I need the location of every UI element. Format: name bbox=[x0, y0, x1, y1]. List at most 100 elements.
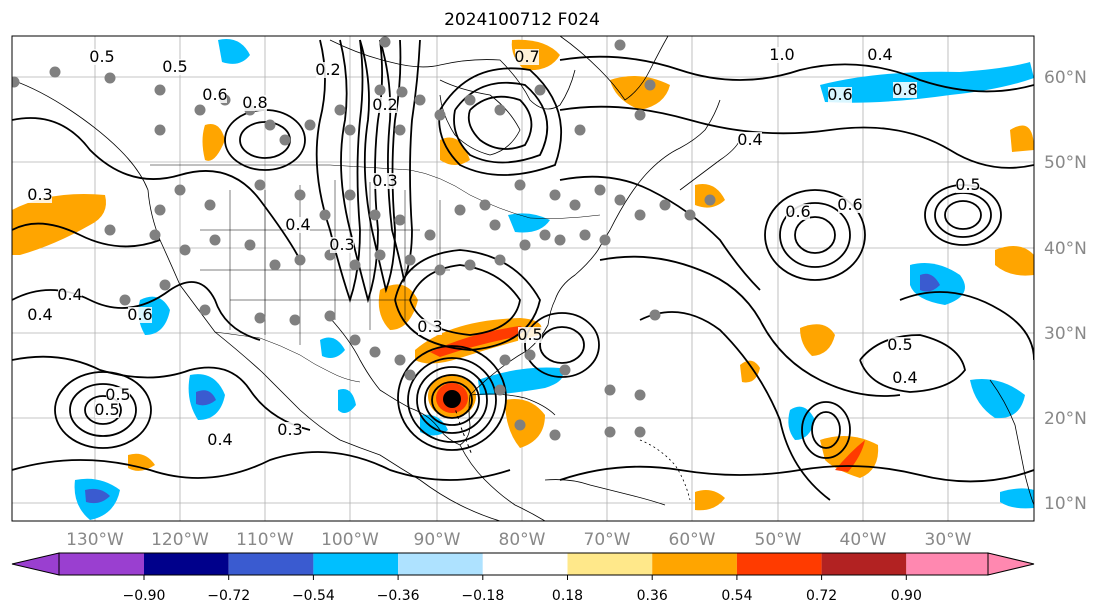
contour-label: 0.5 bbox=[887, 335, 912, 354]
anomaly-atl-blue-3 bbox=[970, 379, 1025, 419]
station-marker bbox=[659, 199, 671, 211]
contour-label: 0.3 bbox=[277, 420, 302, 439]
longitude-tick-label: 120°W bbox=[151, 530, 209, 550]
longitude-labels: 130°W 120°W 110°W 100°W 90°W 80°W 70°W 60°W 50°W… bbox=[66, 530, 972, 550]
contour-midatl-low-1 bbox=[794, 216, 836, 254]
station-marker bbox=[104, 224, 116, 236]
contour-label: 0.4 bbox=[207, 430, 232, 449]
contour-label: 0.4 bbox=[57, 285, 82, 304]
contour-wave-10 bbox=[559, 465, 1034, 483]
contour-label-bg bbox=[418, 319, 442, 335]
station-marker bbox=[594, 184, 606, 196]
anomaly-pac-blue-1-dark bbox=[196, 390, 216, 406]
contour-label: 0.3 bbox=[372, 171, 397, 190]
contour-eastatl-low-3 bbox=[924, 184, 1002, 246]
longitude-tick-label: 90°W bbox=[414, 530, 461, 550]
colorbar-tick-label: 0.54 bbox=[721, 588, 752, 604]
anomaly-ne-orange bbox=[440, 137, 470, 165]
contour-canada-low-1 bbox=[467, 95, 533, 150]
station-marker bbox=[149, 229, 161, 241]
station-marker bbox=[319, 209, 331, 221]
contour-label: 0.5 bbox=[162, 57, 187, 76]
anomaly-atlantic-red-1 bbox=[835, 440, 865, 472]
contour-wave-8 bbox=[639, 311, 831, 501]
station-marker bbox=[644, 79, 656, 91]
colorbar-tick-label: 0.18 bbox=[552, 588, 583, 604]
us-east-coast bbox=[609, 99, 721, 231]
station-marker bbox=[549, 189, 561, 201]
contour-label-bg bbox=[888, 337, 912, 353]
station-markers bbox=[12, 36, 716, 441]
station-marker bbox=[534, 84, 546, 96]
anomaly-nat-blue bbox=[218, 39, 250, 64]
latitude-tick-label: 40°N bbox=[1044, 239, 1087, 259]
contour-label: 0.4 bbox=[867, 45, 892, 64]
contour-hurricane-5 bbox=[397, 345, 507, 451]
contour-ne-low-2 bbox=[394, 249, 541, 351]
colorbar-tick-label: 0.72 bbox=[806, 588, 837, 604]
station-marker bbox=[209, 234, 221, 246]
station-marker bbox=[349, 334, 361, 346]
colorbar-segment bbox=[906, 553, 988, 575]
us-mexico-border bbox=[214, 331, 361, 383]
station-marker bbox=[204, 199, 216, 211]
station-marker bbox=[12, 76, 20, 88]
contour-label-bg bbox=[316, 62, 340, 78]
contour-canada-low-2 bbox=[453, 81, 549, 164]
contour-label-bg bbox=[770, 47, 794, 63]
contour-label-bg bbox=[163, 59, 187, 75]
station-marker bbox=[684, 209, 696, 221]
contour-pacific-low-2 bbox=[69, 383, 137, 437]
contour-wave-6 bbox=[559, 105, 1034, 169]
longitude-tick-label: 70°W bbox=[584, 530, 631, 550]
contour-label: 0.8 bbox=[242, 93, 267, 112]
station-marker bbox=[404, 369, 416, 381]
colorbar-segment bbox=[482, 553, 568, 575]
station-marker bbox=[519, 239, 531, 251]
station-marker bbox=[264, 119, 276, 131]
contour-label-bg bbox=[90, 49, 114, 65]
anomaly-atl-blue-2-dark bbox=[920, 273, 940, 292]
station-marker bbox=[424, 229, 436, 241]
contour-label-bg bbox=[956, 177, 980, 193]
station-marker bbox=[479, 199, 491, 211]
station-marker bbox=[119, 294, 131, 306]
station-marker bbox=[194, 104, 206, 116]
contour-label-bg bbox=[128, 307, 152, 323]
contour-label: 0.4 bbox=[27, 305, 52, 324]
latitude-tick-label: 30°N bbox=[1044, 324, 1087, 344]
contour-label-bg bbox=[330, 237, 354, 253]
contour-tropatl-low-2 bbox=[801, 401, 851, 459]
colorbar-tick-label: −0.90 bbox=[123, 588, 166, 604]
contour-wave-1 bbox=[12, 117, 301, 261]
contour-trough-west bbox=[315, 39, 364, 303]
contour-hurricane-2 bbox=[424, 374, 480, 426]
station-marker bbox=[104, 72, 116, 84]
station-marker bbox=[494, 104, 506, 116]
contour-gulf-low-1 bbox=[539, 326, 585, 364]
station-marker bbox=[254, 179, 266, 191]
colorbar-tick-label: −0.72 bbox=[207, 588, 250, 604]
station-marker bbox=[49, 66, 61, 78]
station-marker bbox=[489, 219, 501, 231]
contour-label: 0.6 bbox=[837, 195, 862, 214]
station-marker bbox=[634, 209, 646, 221]
contour-labels: 0.50.50.6 0.80.20.20.30.30.40.40.4 0.60.50… bbox=[27, 45, 980, 449]
anomaly-gulf-red bbox=[430, 326, 524, 357]
station-marker bbox=[344, 124, 356, 136]
station-marker bbox=[704, 194, 716, 206]
greenland-coast bbox=[559, 36, 669, 101]
station-marker bbox=[174, 184, 186, 196]
contour-wave-11 bbox=[12, 222, 161, 248]
contour-label-bg bbox=[515, 49, 539, 65]
contour-canada-low-3 bbox=[438, 67, 562, 176]
latitude-tick-label: 20°N bbox=[1044, 409, 1087, 429]
longitude-tick-label: 110°W bbox=[236, 530, 294, 550]
station-marker bbox=[494, 384, 506, 396]
colorbar-frame bbox=[58, 552, 989, 576]
contour-wave-5 bbox=[559, 55, 1034, 93]
station-marker bbox=[499, 354, 511, 366]
station-marker bbox=[569, 199, 581, 211]
contour-hurricane-1 bbox=[431, 381, 473, 419]
colorbar-segment bbox=[736, 553, 822, 575]
